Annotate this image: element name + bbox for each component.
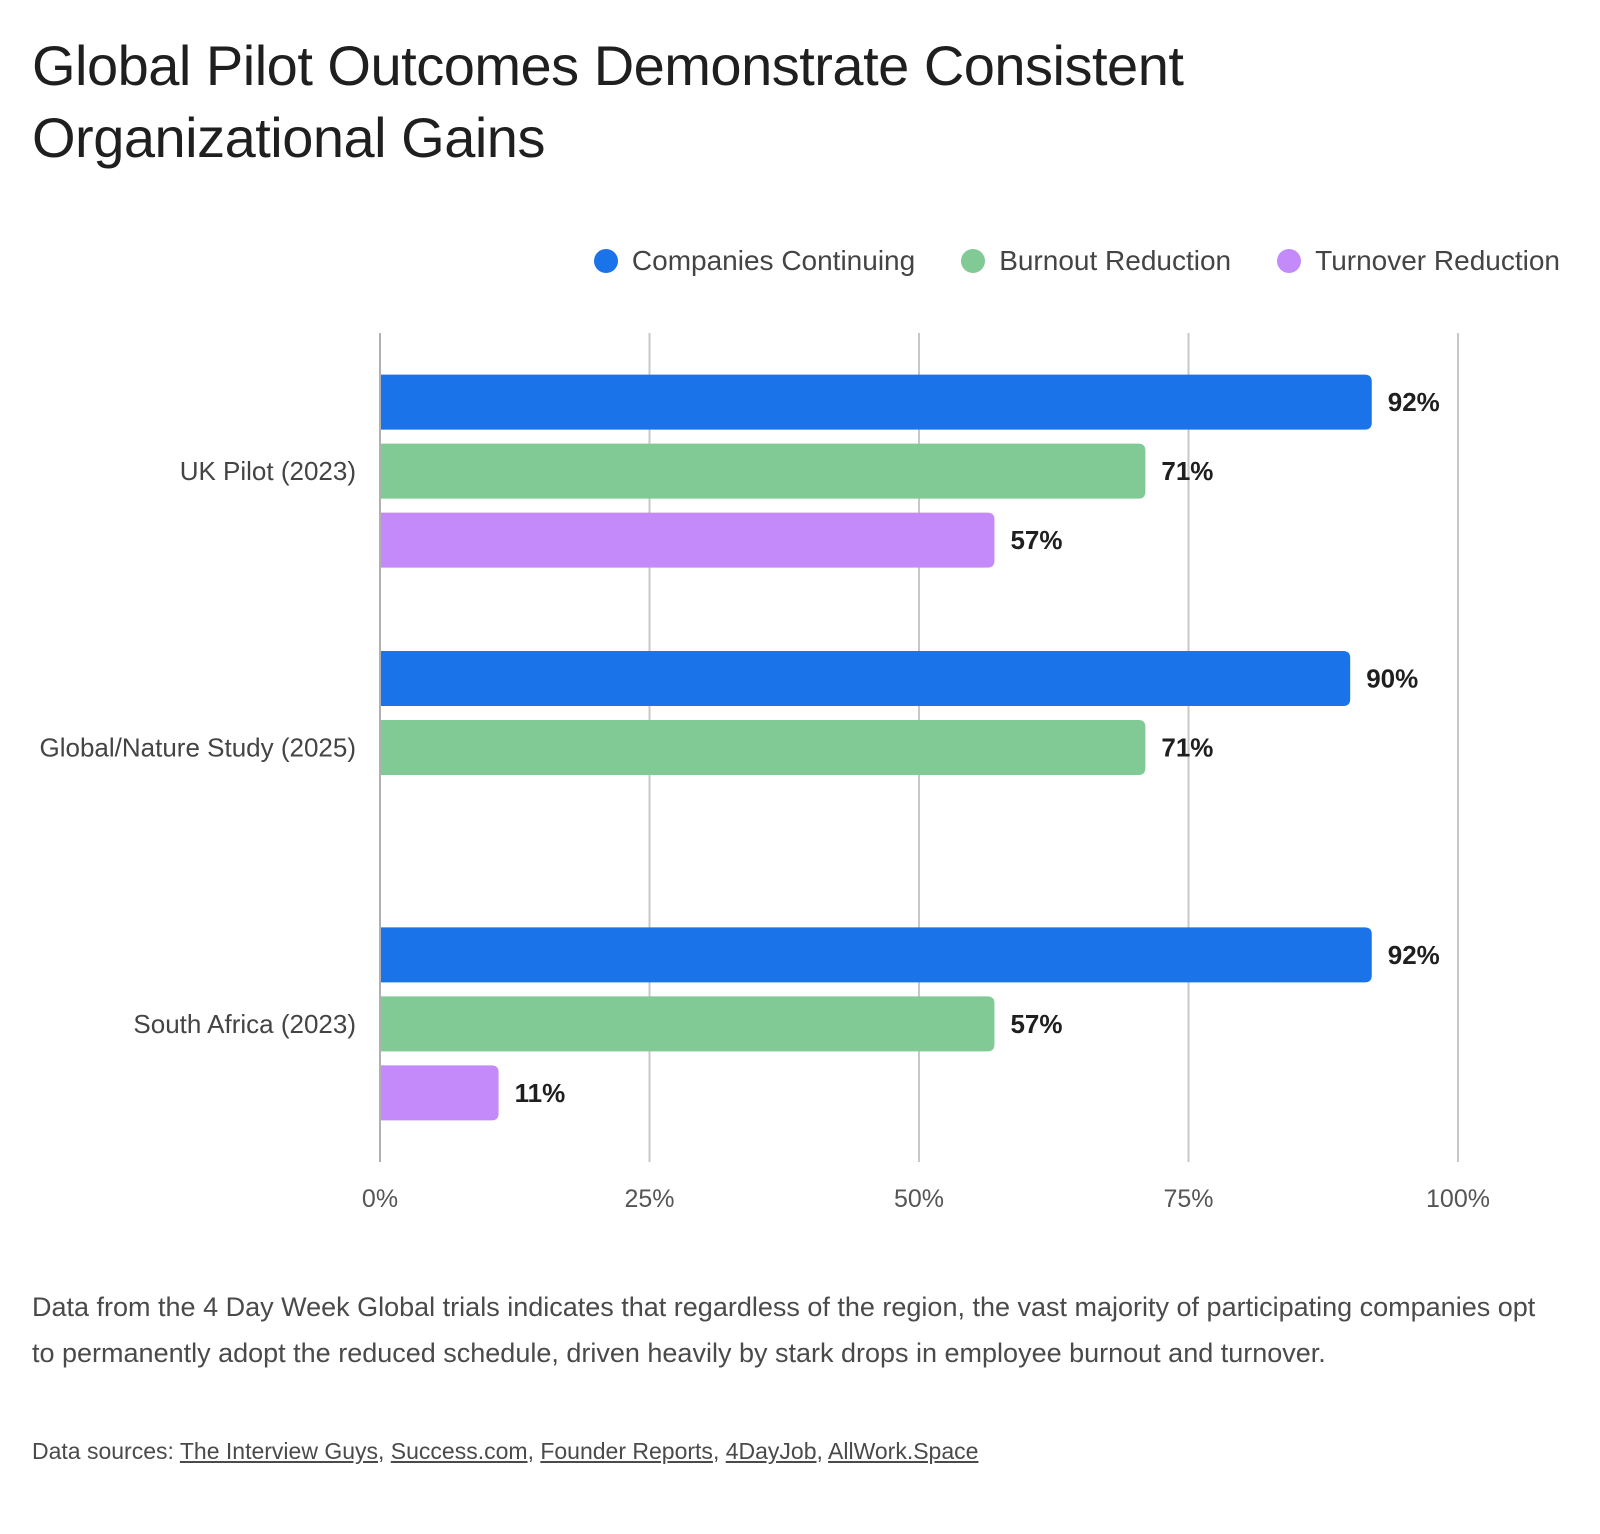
category-label-south-africa-2023: South Africa (2023) bbox=[133, 1009, 356, 1039]
legend-swatch-turnover-reduction bbox=[1277, 249, 1302, 273]
legend-label-turnover-reduction: Turnover Reduction bbox=[1315, 245, 1560, 276]
chart-caption: Data from the 4 Day Week Global trials i… bbox=[32, 1292, 1536, 1368]
data-label-south-africa-2023-burnout-reduction: 57% bbox=[1010, 1009, 1062, 1039]
category-label-uk-pilot-2023: UK Pilot (2023) bbox=[180, 456, 356, 486]
data-sources: Data sources: The Interview Guys, Succes… bbox=[32, 1438, 979, 1464]
data-label-south-africa-2023-companies-continuing: 92% bbox=[1388, 940, 1440, 970]
x-tick-label-25: 25% bbox=[624, 1185, 674, 1213]
data-label-uk-pilot-2023-burnout-reduction: 71% bbox=[1161, 456, 1213, 486]
bar-south-africa-2023-companies-continuing bbox=[380, 927, 1372, 983]
data-label-global-nature-study-2025-companies-continuing: 90% bbox=[1366, 664, 1418, 694]
x-tick-label-0: 0% bbox=[362, 1185, 398, 1213]
legend-swatch-companies-continuing bbox=[593, 249, 618, 273]
source-link-4dayjob[interactable]: 4DayJob bbox=[725, 1438, 817, 1464]
legend-label-burnout-reduction: Burnout Reduction bbox=[999, 245, 1232, 276]
legend-label-companies-continuing: Companies Continuing bbox=[631, 245, 916, 276]
sources-prefix: Data sources: bbox=[32, 1438, 180, 1464]
category-label-global-nature-study-2025: Global/Nature Study (2025) bbox=[39, 733, 356, 763]
bar-south-africa-2023-burnout-reduction bbox=[380, 996, 995, 1052]
source-link-allwork-space[interactable]: AllWork.Space bbox=[828, 1438, 979, 1464]
bar-uk-pilot-2023-burnout-reduction bbox=[380, 443, 1146, 499]
data-label-uk-pilot-2023-turnover-reduction: 57% bbox=[1010, 525, 1062, 555]
bar-chart: 0% 25% 50% 75% 100% UK Pilot (2023) 92% 71% 57% G… bbox=[39, 333, 1490, 1213]
source-link-founder-reports[interactable]: Founder Reports bbox=[540, 1438, 713, 1464]
chart-legend: Companies Continuing Burnout Reduction T… bbox=[593, 244, 1560, 278]
source-link-success-com[interactable]: Success.com bbox=[390, 1438, 528, 1464]
x-tick-label-50: 50% bbox=[894, 1185, 944, 1213]
legend-item-burnout-reduction[interactable]: Burnout Reduction bbox=[961, 245, 1231, 277]
chart-title: Global Pilot Outcomes Demonstrate Consis… bbox=[32, 34, 1184, 169]
data-label-global-nature-study-2025-burnout-reduction: 71% bbox=[1161, 733, 1213, 763]
x-tick-label-75: 75% bbox=[1163, 1185, 1213, 1213]
bar-south-africa-2023-turnover-reduction bbox=[380, 1065, 499, 1121]
legend-item-turnover-reduction[interactable]: Turnover Reduction bbox=[1277, 245, 1560, 277]
bar-uk-pilot-2023-turnover-reduction bbox=[380, 512, 995, 568]
bar-global-nature-study-2025-burnout-reduction bbox=[380, 720, 1146, 775]
source-link-interview-guys[interactable]: The Interview Guys bbox=[179, 1438, 379, 1464]
data-label-uk-pilot-2023-companies-continuing: 92% bbox=[1388, 387, 1440, 417]
x-tick-label-100: 100% bbox=[1426, 1185, 1490, 1213]
data-label-south-africa-2023-turnover-reduction: 11% bbox=[515, 1078, 566, 1108]
bar-global-nature-study-2025-companies-continuing bbox=[380, 651, 1351, 706]
legend-item-companies-continuing[interactable]: Companies Continuing bbox=[593, 245, 916, 277]
bar-uk-pilot-2023-companies-continuing bbox=[380, 374, 1372, 430]
legend-swatch-burnout-reduction bbox=[961, 249, 986, 273]
